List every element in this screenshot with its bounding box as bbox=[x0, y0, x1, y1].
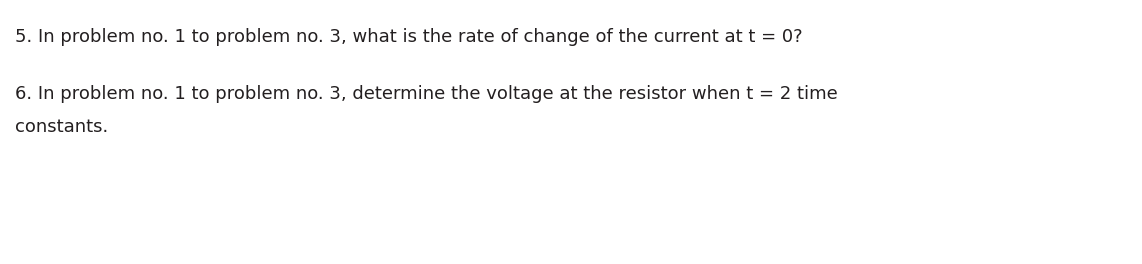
Text: constants.: constants. bbox=[15, 118, 108, 136]
Text: 5. In problem no. 1 to problem no. 3, what is the rate of change of the current : 5. In problem no. 1 to problem no. 3, wh… bbox=[15, 28, 803, 46]
Text: 6. In problem no. 1 to problem no. 3, determine the voltage at the resistor when: 6. In problem no. 1 to problem no. 3, de… bbox=[15, 85, 838, 103]
